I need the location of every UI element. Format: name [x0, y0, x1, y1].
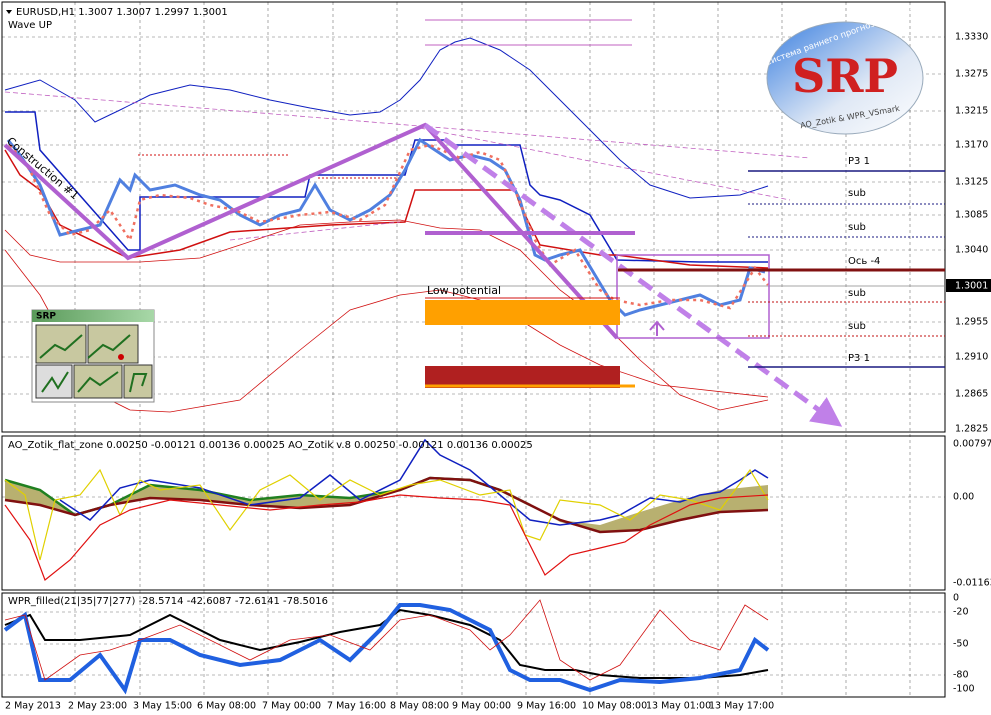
- toolbox: SRP: [31, 309, 155, 403]
- time-label: 8 May 08:00: [390, 701, 449, 712]
- time-label: 13 May 01:00: [646, 701, 711, 712]
- chart-path: [39, 334, 148, 393]
- ao-axis-label: -0.01163: [953, 578, 991, 589]
- chart-ellipse: [766, 21, 924, 135]
- time-label: 7 May 16:00: [327, 701, 386, 712]
- chart-polyline: [4, 91, 811, 159]
- wpr-pane: [1, 592, 946, 698]
- menu-arrow[interactable]: [6, 10, 12, 14]
- tool-button[interactable]: [35, 324, 87, 364]
- indicator-name: Wave UP: [8, 20, 52, 31]
- chart-polyline: [9, 143, 769, 310]
- chart-polyline: [229, 221, 401, 241]
- time-label: 10 May 08:00: [582, 701, 647, 712]
- chart-circle: [118, 354, 124, 360]
- price-label: 1.3215: [955, 106, 988, 117]
- tool-button[interactable]: [87, 324, 139, 364]
- wpr-label: WPR_filled(21|35|77|277) -28.5714 -42.60…: [8, 596, 328, 607]
- price-label: 1.3085: [955, 210, 988, 221]
- level-lines: [618, 170, 945, 368]
- level-label: P3 1: [848, 353, 870, 364]
- current-price-box: [946, 279, 991, 292]
- wpr-axis-label: -100: [953, 684, 975, 695]
- chart-polyline: [4, 219, 769, 411]
- wpr-axis-label: 0: [953, 593, 959, 604]
- level-label: P3 1: [848, 156, 870, 167]
- level-label: sub: [848, 188, 866, 199]
- time-label: 9 May 16:00: [517, 701, 576, 712]
- chart-header: EURUSD,H1 1.3007 1.3007 1.2997 1.3001: [16, 7, 228, 18]
- level-label: Ось -4: [848, 256, 880, 267]
- chart-polyline: [59, 438, 769, 526]
- ao-axis-label: 0.00797: [953, 439, 991, 450]
- wpr-axis-label: -80: [953, 670, 969, 681]
- chart-polyline: [4, 494, 769, 581]
- chart-rect: [616, 254, 770, 339]
- price-label: 1.3275: [955, 69, 988, 80]
- price-label: 1.2825: [955, 424, 988, 435]
- time-label: 2 May 23:00: [68, 701, 127, 712]
- time-label: 9 May 00:00: [452, 701, 511, 712]
- chart-polyline: [5, 111, 768, 263]
- time-label: 6 May 08:00: [197, 701, 256, 712]
- level-label: sub: [848, 321, 866, 332]
- time-label: 2 May 2013: [5, 701, 61, 712]
- price-label: 1.2865: [955, 389, 988, 400]
- price-label: 1.3040: [955, 245, 988, 256]
- level-label: sub: [848, 288, 866, 299]
- low-potential-zone: [425, 300, 620, 325]
- ao-pane: [1, 435, 946, 591]
- toolbox-title: SRP: [36, 312, 56, 322]
- chart-polyline: [419, 127, 791, 201]
- ao-axis-label: 0.00: [953, 492, 974, 503]
- time-axis: 2 May 2013 2 May 23:00 3 May 15:00 6 May…: [5, 701, 774, 712]
- tool-button[interactable]: [123, 364, 153, 399]
- wpr-axis-label: -20: [953, 607, 969, 618]
- price-label: 1.3330: [955, 32, 988, 43]
- price-label: 1.2955: [955, 317, 988, 328]
- price-label: 1.2910: [955, 352, 988, 363]
- time-label: 7 May 00:00: [262, 701, 321, 712]
- time-label: 3 May 15:00: [133, 701, 192, 712]
- logo-title: SRP: [792, 49, 898, 103]
- price-label: 1.3125: [955, 177, 988, 188]
- chart-rect: [32, 310, 154, 322]
- chart-polyline: [3, 603, 770, 695]
- chart-path: [5, 478, 768, 532]
- wpr-drawing: [3, 599, 770, 695]
- price-axis: 1.3330 1.3275 1.3215 1.3170 1.3125 1.308…: [946, 32, 991, 435]
- time-label: 13 May 17:00: [709, 701, 774, 712]
- chart-polyline: [4, 608, 769, 679]
- ao-drawing: [4, 438, 769, 581]
- zone: [425, 366, 620, 388]
- wpr-axis-label: -50: [953, 639, 969, 650]
- price-drawing: [3, 19, 843, 427]
- current-price: 1.3001: [955, 281, 988, 292]
- level-label: sub: [848, 222, 866, 233]
- chart-polyline: [4, 599, 769, 681]
- tool-button[interactable]: [73, 364, 123, 399]
- chart-polyline: [4, 468, 769, 561]
- chart-polyline: [6, 137, 766, 317]
- price-label: 1.3170: [955, 140, 988, 151]
- chart-polyline: [4, 37, 769, 199]
- chart-path: [649, 320, 665, 336]
- ao-label: AO_Zotik_flat_zone 0.00250 -0.00121 0.00…: [8, 440, 533, 451]
- annotation: Low potential: [427, 284, 501, 297]
